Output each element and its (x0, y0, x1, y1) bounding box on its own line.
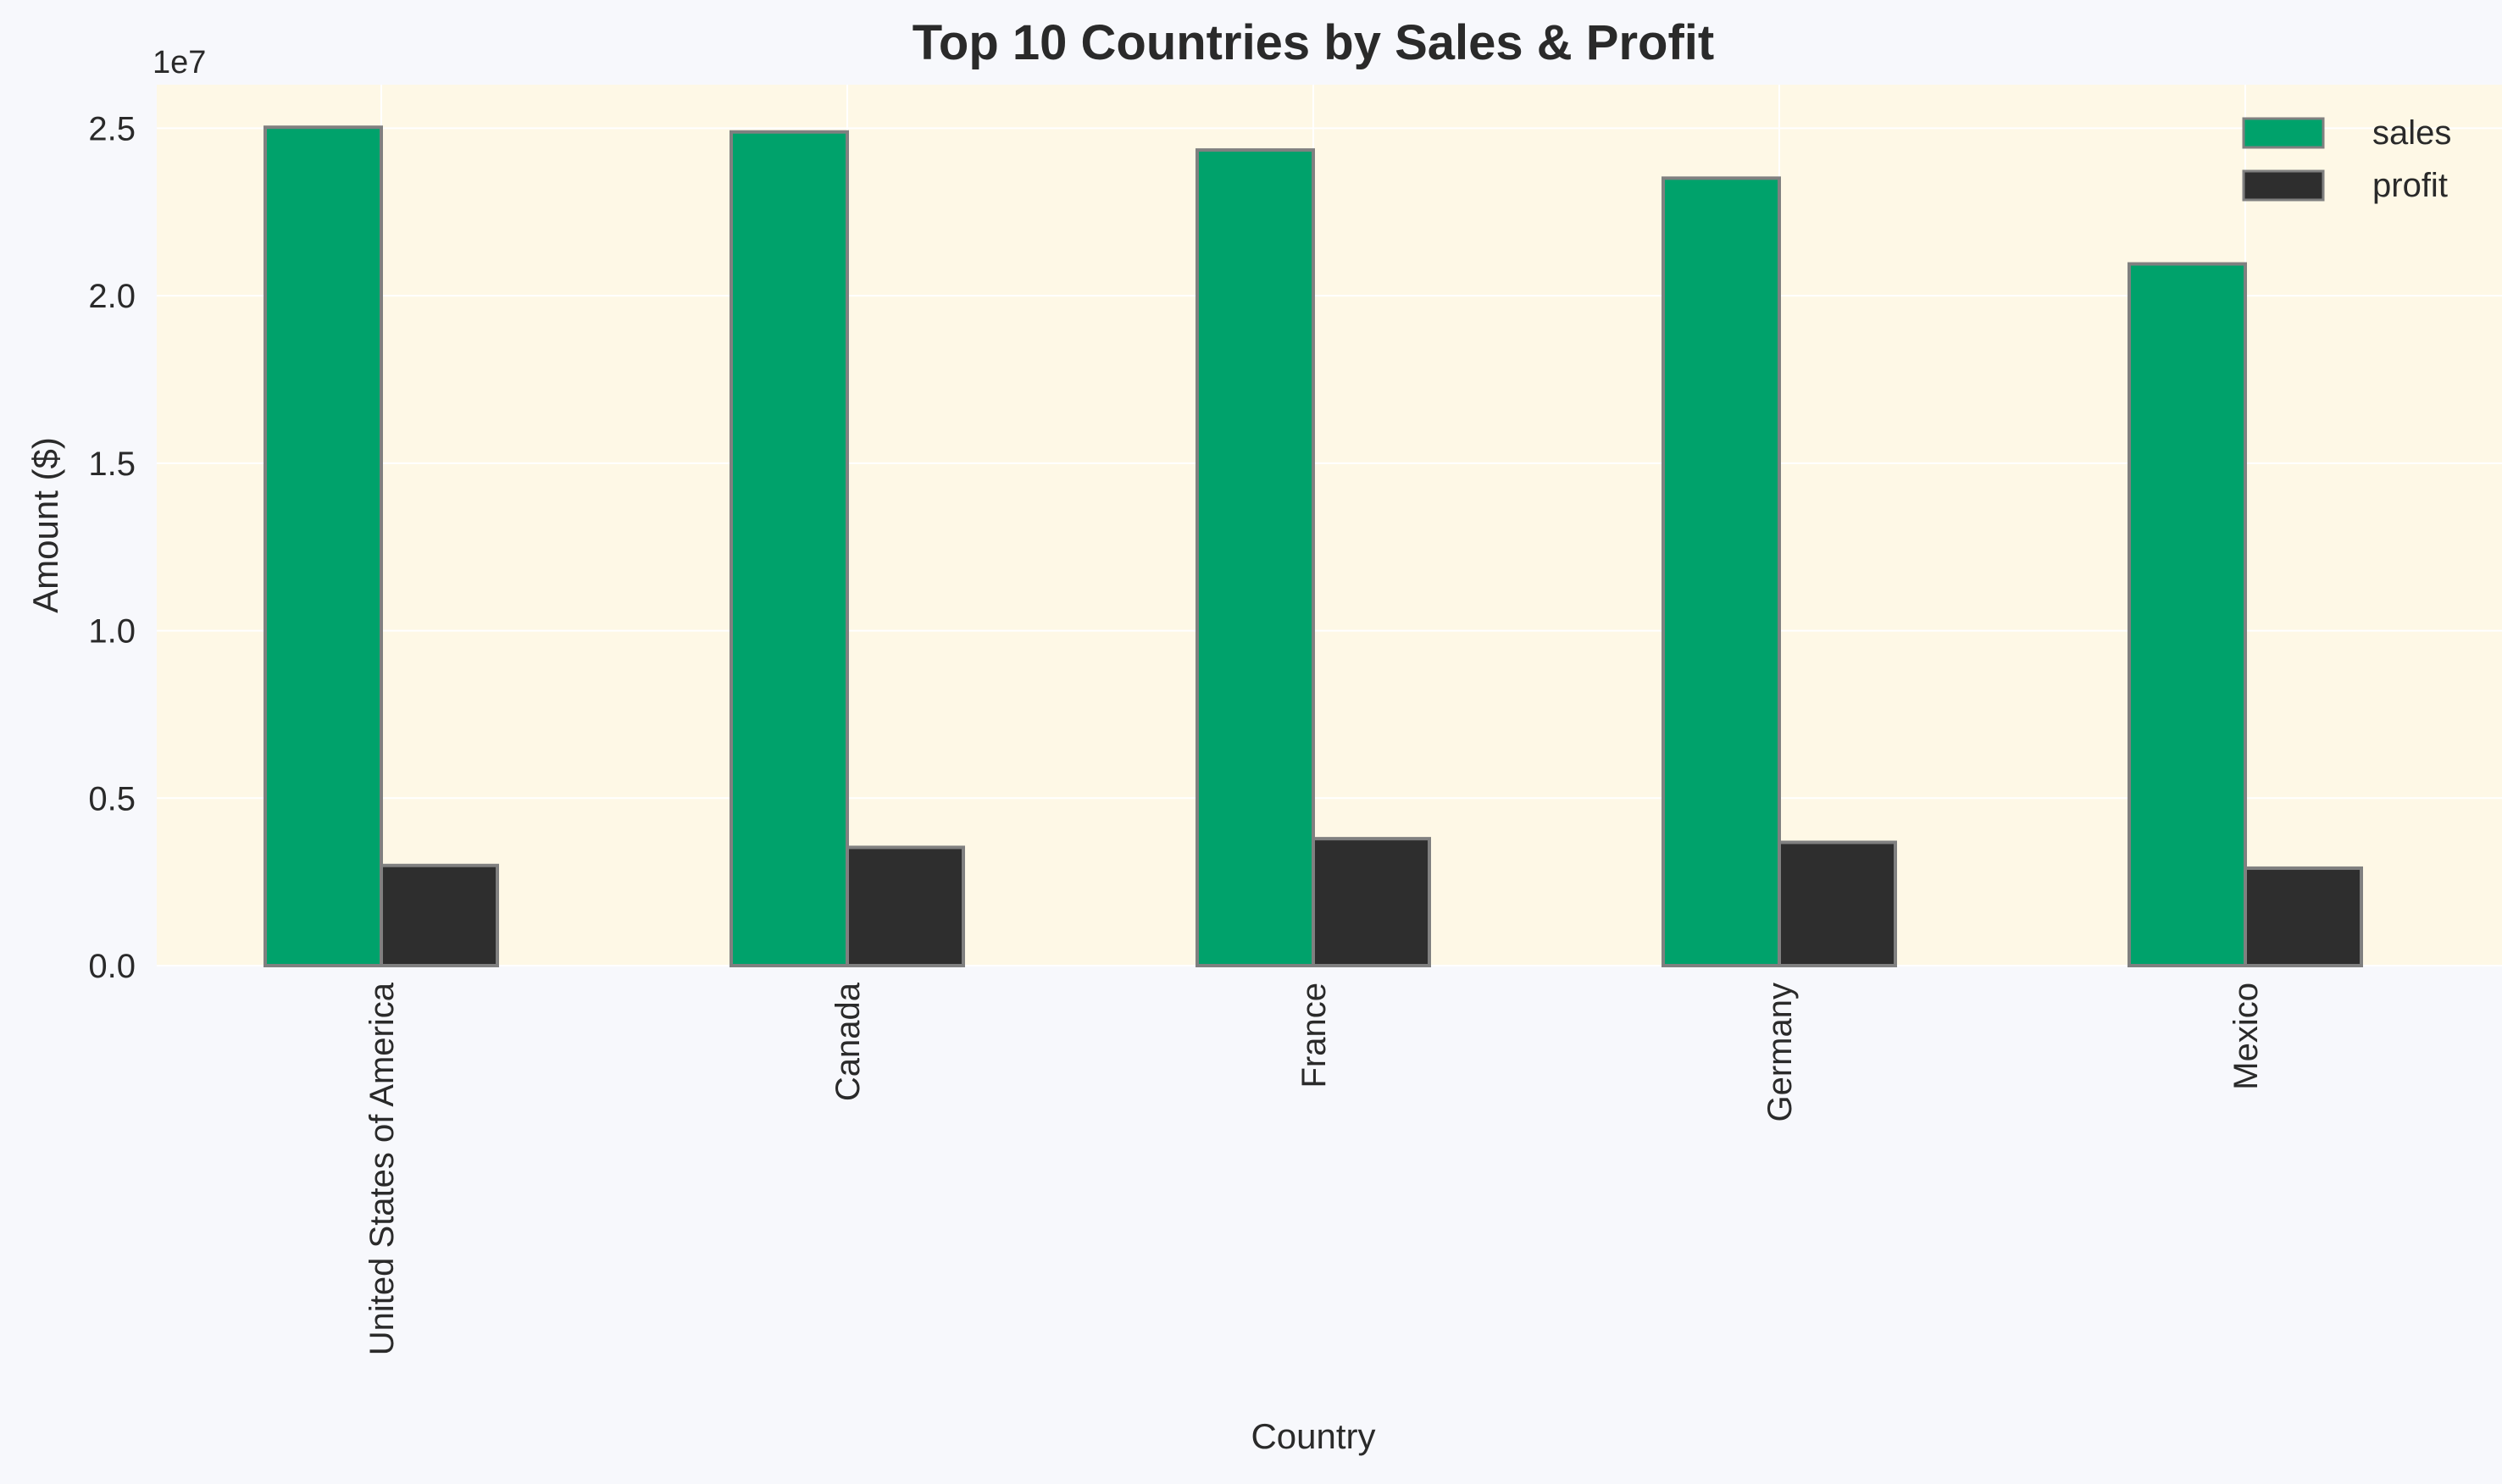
bars (264, 125, 2363, 968)
y-tick-label: 0.0 (88, 948, 136, 985)
legend: sales profit (2242, 114, 2451, 204)
y-axis-label: Amount ($) (25, 437, 65, 613)
bar-sales (1196, 148, 1315, 967)
legend-label-sales: sales (2372, 114, 2451, 152)
bar-sales (264, 125, 383, 968)
y-tick-label: 0.5 (88, 780, 136, 817)
x-tick-label: Germany (1761, 983, 1799, 1122)
y-tick-label: 1.5 (88, 446, 136, 483)
x-tick-label: France (1295, 983, 1333, 1088)
bar-profit (1778, 840, 1897, 967)
bar-profit (2244, 866, 2363, 967)
legend-swatch-profit (2242, 169, 2325, 202)
bar-profit (846, 845, 965, 967)
legend-swatch-sales (2242, 117, 2325, 149)
bar-sales (2128, 262, 2247, 967)
x-axis: United States of America Canada France Germ… (363, 982, 2265, 1355)
bar-sales (1662, 176, 1781, 967)
y-tick-label: 2.0 (88, 278, 136, 315)
x-tick-label: Canada (829, 982, 867, 1101)
legend-label-profit: profit (2372, 167, 2448, 204)
chart-title: Top 10 Countries by Sales & Profit (913, 15, 1714, 70)
y-axis: 0.0 0.5 1.0 1.5 2.0 2.5 (88, 110, 136, 985)
x-axis-label: Country (1251, 1416, 1375, 1456)
y-offset-label: 1e7 (153, 45, 206, 80)
bar-sales (730, 130, 849, 967)
bar-profit (1312, 837, 1431, 967)
y-tick-label: 2.5 (88, 110, 136, 147)
y-tick-label: 1.0 (88, 613, 136, 651)
x-tick-label: Mexico (2227, 983, 2265, 1090)
x-tick-label: United States of America (363, 982, 401, 1355)
plot-background (157, 85, 2502, 966)
bar-profit (380, 863, 499, 968)
